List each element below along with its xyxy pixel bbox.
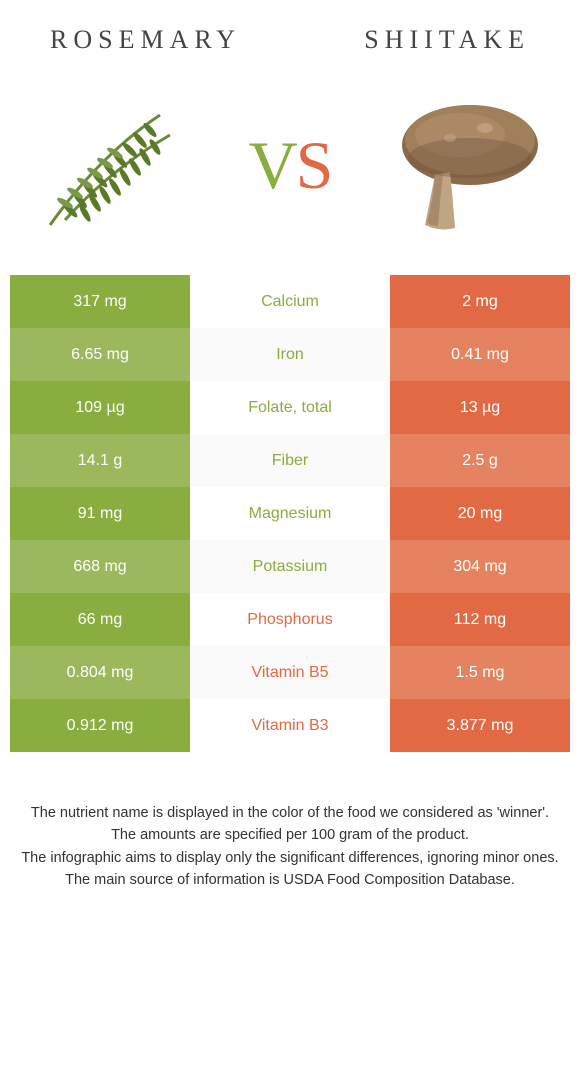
- cell-right-value: 2 mg: [390, 275, 570, 328]
- table-row: 14.1 gFiber2.5 g: [10, 434, 570, 487]
- cell-right-value: 112 mg: [390, 593, 570, 646]
- footer-notes: The nutrient name is displayed in the co…: [0, 752, 580, 912]
- header-titles: ROSEMARY SHIITAKE: [0, 0, 580, 65]
- table-row: 668 mgPotassium304 mg: [10, 540, 570, 593]
- cell-right-value: 3.877 mg: [390, 699, 570, 752]
- table-row: 109 µgFolate, total13 µg: [10, 381, 570, 434]
- cell-right-value: 1.5 mg: [390, 646, 570, 699]
- cell-left-value: 6.65 mg: [10, 328, 190, 381]
- vs-s: S: [296, 127, 332, 203]
- table-row: 91 mgMagnesium20 mg: [10, 487, 570, 540]
- cell-left-value: 668 mg: [10, 540, 190, 593]
- infographic-container: ROSEMARY SHIITAKE: [0, 0, 580, 912]
- cell-right-value: 20 mg: [390, 487, 570, 540]
- rosemary-icon: [30, 95, 210, 235]
- cell-left-value: 317 mg: [10, 275, 190, 328]
- table-row: 0.804 mgVitamin B51.5 mg: [10, 646, 570, 699]
- cell-left-value: 0.804 mg: [10, 646, 190, 699]
- vs-label: VS: [249, 126, 332, 205]
- cell-nutrient-label: Magnesium: [190, 487, 390, 540]
- shiitake-image: [370, 85, 550, 245]
- vs-v: V: [249, 127, 296, 203]
- cell-right-value: 13 µg: [390, 381, 570, 434]
- cell-nutrient-label: Phosphorus: [190, 593, 390, 646]
- cell-left-value: 14.1 g: [10, 434, 190, 487]
- footer-line-3: The infographic aims to display only the…: [20, 847, 560, 869]
- title-left: ROSEMARY: [50, 25, 241, 55]
- table-row: 317 mgCalcium2 mg: [10, 275, 570, 328]
- table-row: 0.912 mgVitamin B33.877 mg: [10, 699, 570, 752]
- cell-left-value: 109 µg: [10, 381, 190, 434]
- cell-right-value: 304 mg: [390, 540, 570, 593]
- footer-line-1: The nutrient name is displayed in the co…: [20, 802, 560, 824]
- footer-line-4: The main source of information is USDA F…: [20, 869, 560, 891]
- cell-right-value: 2.5 g: [390, 434, 570, 487]
- shiitake-icon: [375, 90, 545, 240]
- table-row: 66 mgPhosphorus112 mg: [10, 593, 570, 646]
- cell-nutrient-label: Vitamin B3: [190, 699, 390, 752]
- footer-line-2: The amounts are specified per 100 gram o…: [20, 824, 560, 846]
- table-row: 6.65 mgIron0.41 mg: [10, 328, 570, 381]
- nutrient-table: 317 mgCalcium2 mg6.65 mgIron0.41 mg109 µ…: [10, 275, 570, 752]
- cell-left-value: 0.912 mg: [10, 699, 190, 752]
- cell-left-value: 91 mg: [10, 487, 190, 540]
- cell-nutrient-label: Vitamin B5: [190, 646, 390, 699]
- cell-nutrient-label: Calcium: [190, 275, 390, 328]
- cell-right-value: 0.41 mg: [390, 328, 570, 381]
- title-right: SHIITAKE: [364, 25, 530, 55]
- cell-left-value: 66 mg: [10, 593, 190, 646]
- cell-nutrient-label: Potassium: [190, 540, 390, 593]
- cell-nutrient-label: Folate, total: [190, 381, 390, 434]
- image-row: VS: [0, 65, 580, 275]
- cell-nutrient-label: Iron: [190, 328, 390, 381]
- cell-nutrient-label: Fiber: [190, 434, 390, 487]
- rosemary-image: [30, 85, 210, 245]
